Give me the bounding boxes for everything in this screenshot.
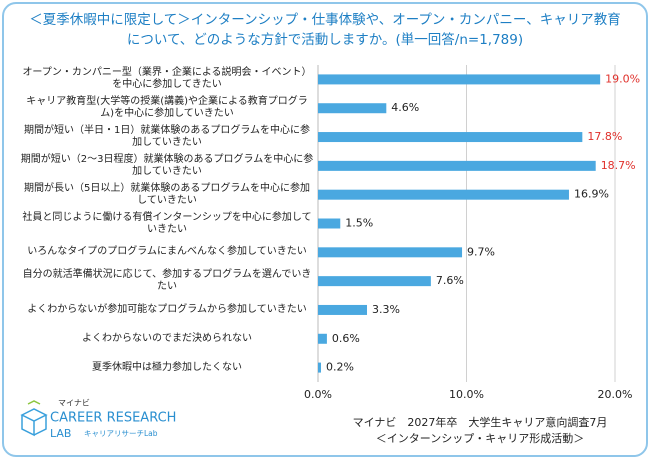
- bar: [318, 218, 341, 229]
- title-line: について、どのような方針で活動しますか。(単一回答/n=1,789): [126, 32, 524, 48]
- value-label: 18.7%: [601, 159, 636, 172]
- category-label: キャリア教育型(大学等の授業(講義)や企業による教育プログラム)を中心に参加して…: [26, 96, 308, 120]
- bar: [318, 74, 601, 85]
- x-tick-label: 10.0%: [449, 388, 484, 401]
- bar: [318, 333, 327, 344]
- category-label: 期間が短い（半日・1日）就業体験のあるプログラムを中心に参加していきたい: [23, 125, 311, 149]
- category-label: 期間が短い（2～3日程度）就業体験のあるプログラムを中心に参加していきたい: [20, 153, 314, 177]
- x-tick-label: 20.0%: [598, 388, 633, 401]
- logo-icon: [20, 400, 48, 437]
- value-label: 16.9%: [574, 188, 609, 201]
- category-label: オープン・カンパニー型（業界・企業による説明会・イベント）を中心に参加してきたい: [22, 67, 312, 91]
- category-label: 社員と同じように働ける有償インターンシップを中心に参加していきたい: [22, 211, 312, 235]
- category-label: よくわからないのでまだ決められない: [82, 332, 252, 344]
- value-label: 7.6%: [436, 274, 464, 287]
- category-label: よくわからないが参加可能なプログラムから参加していきたい: [27, 303, 307, 315]
- bar: [318, 160, 596, 171]
- bar: [318, 247, 463, 258]
- category-label: 夏季休暇中は極力参加したくない: [92, 361, 242, 373]
- title-line: ＜夏季休暇中に限定して＞インターンシップ・仕事体験や、オープン・カンパニー、キャ…: [29, 12, 621, 28]
- bar: [318, 304, 368, 315]
- bar: [318, 103, 387, 114]
- value-label: 9.7%: [467, 245, 495, 258]
- value-label: 4.6%: [391, 101, 419, 114]
- logo-title: LAB: [50, 427, 71, 440]
- source: ＜インターンシップ・キャリア形成活動＞: [375, 432, 585, 445]
- value-label: 3.3%: [372, 303, 400, 316]
- value-label: 0.2%: [326, 361, 354, 374]
- source: マイナビ 2027年卒 大学生キャリア意向調査7月: [352, 416, 608, 429]
- value-label: 1.5%: [345, 217, 373, 230]
- logo-title: CAREER RESEARCH: [50, 411, 176, 426]
- bar: [318, 132, 583, 143]
- value-label: 0.6%: [332, 332, 360, 345]
- x-tick-label: 0.0%: [304, 388, 332, 401]
- value-label: 17.8%: [587, 130, 622, 143]
- bar: [318, 276, 431, 287]
- category-label: 期間が長い（5日以上）就業体験のあるプログラムを中心に参加していきたい: [23, 182, 311, 206]
- logo-sub: キャリアリサーチLab: [84, 429, 158, 438]
- value-label: 19.0%: [605, 72, 640, 85]
- bar: [318, 362, 321, 373]
- logo-brand: マイナビ: [58, 399, 90, 408]
- category-label: いろんなタイプのプログラムにまんべんなく参加していきたい: [27, 246, 307, 258]
- bar: [318, 189, 569, 200]
- category-label: 自分の就活準備状況に応じて、参加するプログラムを選んでいきたい: [22, 269, 312, 293]
